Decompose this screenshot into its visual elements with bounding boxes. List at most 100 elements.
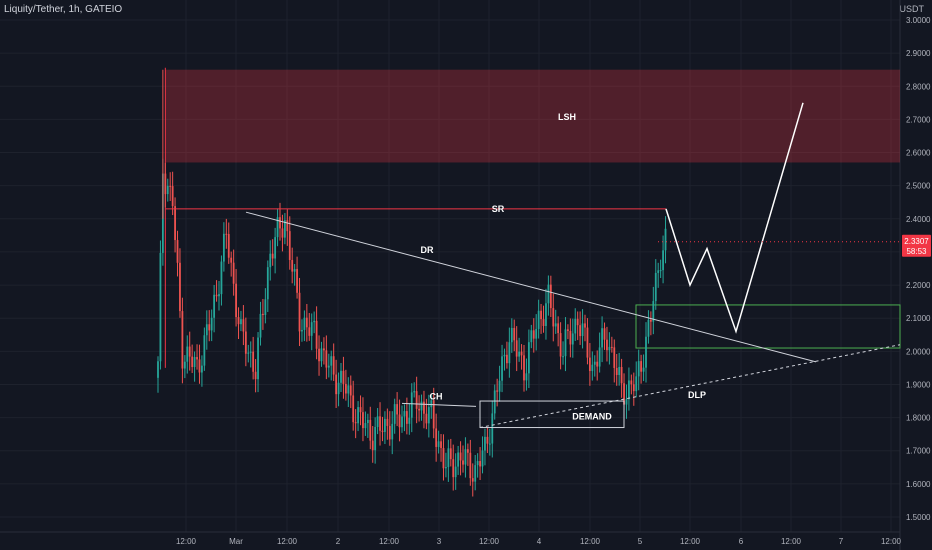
candle-body	[188, 346, 191, 357]
last-price-timer: 58:53	[906, 247, 927, 256]
candle-body	[649, 319, 652, 322]
candle-body	[301, 329, 303, 332]
x-tick-label: 12:00	[277, 537, 298, 546]
candle-body	[466, 449, 469, 453]
candle-body	[259, 313, 262, 338]
candle-body	[549, 284, 552, 309]
candle-body	[496, 390, 499, 392]
candle-body	[325, 350, 328, 368]
dlp-trendline	[479, 344, 901, 429]
candle-body	[620, 366, 623, 384]
candle-body	[257, 337, 259, 380]
candle-body	[462, 460, 464, 465]
candle-body	[559, 333, 562, 357]
candle-body	[274, 237, 277, 259]
candle-body	[330, 356, 333, 366]
dr-label: DR	[421, 245, 434, 255]
candle-body	[449, 448, 452, 460]
candle-body	[362, 412, 364, 429]
candle-body	[366, 419, 369, 424]
candle-body	[591, 364, 594, 372]
y-tick-label: 2.7000	[906, 115, 931, 124]
candle-body	[313, 320, 316, 323]
candle-body	[486, 436, 489, 444]
candle-body	[657, 270, 660, 273]
candle-body	[335, 374, 338, 395]
candle-body	[244, 331, 247, 354]
candle-body	[403, 411, 406, 417]
candle-body	[618, 366, 621, 375]
candle-body	[427, 407, 430, 424]
candle-body	[171, 186, 174, 207]
candle-body	[342, 370, 345, 384]
candle-body	[393, 404, 396, 424]
candle-body	[249, 351, 252, 353]
candle-body	[371, 440, 374, 451]
candle-body	[254, 371, 257, 380]
candle-body	[264, 299, 267, 316]
candle-body	[386, 418, 389, 426]
candle-body	[513, 327, 516, 341]
candle-body	[645, 336, 647, 368]
candle-body	[501, 356, 503, 381]
y-tick-label: 2.6000	[906, 149, 931, 158]
candle-body	[323, 348, 325, 351]
candle-body	[344, 383, 347, 394]
candle-body	[240, 319, 242, 325]
demand-label: DEMAND	[572, 411, 612, 421]
candle-body	[354, 422, 357, 424]
candle-body	[642, 367, 645, 372]
last-price-value: 2.3307	[904, 237, 929, 246]
candle-body	[232, 262, 235, 284]
x-tick-label: 2	[336, 537, 341, 546]
candle-body	[464, 449, 467, 465]
candle-body	[359, 407, 362, 413]
candle-body	[542, 319, 545, 326]
candle-body	[628, 380, 630, 400]
y-tick-label: 2.2000	[906, 281, 931, 290]
candle-body	[603, 328, 606, 340]
candle-body	[318, 348, 320, 362]
candle-body	[474, 465, 477, 482]
candle-body	[271, 253, 274, 259]
candle-body	[186, 346, 189, 362]
candle-body	[420, 401, 423, 411]
candle-body	[410, 392, 413, 418]
candle-body	[540, 310, 542, 320]
candle-body	[498, 380, 501, 392]
candle-body	[310, 322, 313, 336]
candle-body	[398, 414, 401, 428]
candle-body	[220, 261, 223, 295]
candle-body	[408, 417, 411, 424]
candle-body	[269, 253, 272, 268]
candle-body	[493, 390, 496, 414]
candle-body	[286, 220, 289, 232]
candle-body	[471, 478, 474, 482]
ch-line	[401, 402, 477, 407]
candle-body	[569, 330, 572, 345]
candle-body	[357, 407, 359, 424]
candle-body	[442, 448, 445, 469]
candle-body	[547, 284, 550, 304]
candle-body	[176, 240, 179, 263]
candle-body	[347, 385, 350, 394]
candle-body	[415, 391, 418, 409]
candle-body	[652, 301, 655, 322]
candle-body	[537, 310, 540, 329]
candle-body	[508, 342, 511, 364]
candle-body	[276, 217, 279, 238]
candle-body	[169, 185, 172, 187]
candle-body	[196, 357, 198, 360]
y-tick-label: 2.5000	[906, 182, 931, 191]
y-tick-label: 2.8000	[906, 82, 931, 91]
candle-body	[608, 346, 611, 351]
candle-body	[562, 356, 564, 358]
candle-body	[225, 233, 228, 235]
y-tick-label: 1.5000	[906, 513, 931, 522]
candle-body	[293, 269, 296, 272]
candle-body	[586, 327, 589, 358]
candle-body	[435, 428, 438, 447]
candle-body	[662, 250, 664, 271]
candle-body	[479, 461, 481, 467]
